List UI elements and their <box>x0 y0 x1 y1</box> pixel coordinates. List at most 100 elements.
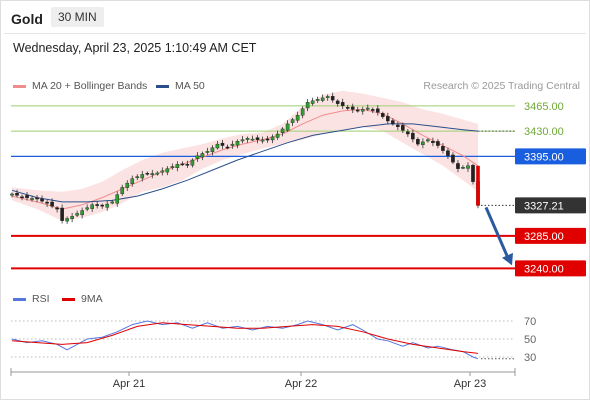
candle <box>426 138 430 143</box>
candle <box>10 192 14 198</box>
ma20-swatch <box>13 84 26 88</box>
candle <box>280 127 285 137</box>
candle-body <box>135 176 140 179</box>
candle-body <box>110 201 115 204</box>
level-label-1: 3430.00 <box>524 126 564 138</box>
candle <box>210 145 215 156</box>
candle <box>421 138 425 149</box>
candle <box>215 141 220 150</box>
legend-ma50: MA 50 <box>156 80 205 92</box>
candle <box>255 135 260 144</box>
candle-body <box>50 201 54 207</box>
candle-body <box>225 146 230 149</box>
candle-body <box>305 102 310 109</box>
candle-body <box>391 120 395 125</box>
candle <box>80 207 84 219</box>
candle <box>165 166 170 176</box>
candle-body <box>370 109 375 111</box>
candle <box>355 106 360 113</box>
candle-body <box>55 207 59 210</box>
candle <box>65 216 69 224</box>
candle-body <box>411 132 415 140</box>
candle <box>175 161 180 172</box>
candle <box>416 137 420 147</box>
candle <box>195 152 200 162</box>
timeframe-badge[interactable]: 30 MIN <box>51 7 104 27</box>
candle-body <box>380 113 385 117</box>
candle-body <box>255 137 260 140</box>
candle <box>320 94 325 103</box>
candle-body <box>205 151 210 153</box>
header-divider <box>4 33 586 34</box>
candle-body <box>275 133 280 138</box>
candle-body <box>210 147 215 152</box>
candle-body <box>365 107 370 110</box>
candle-body <box>396 124 400 127</box>
candle-body <box>165 168 170 173</box>
level-tag-4 <box>515 260 586 277</box>
candle <box>110 199 115 205</box>
candle-body <box>45 201 49 204</box>
level-label-4: 3240.00 <box>524 263 564 275</box>
candle <box>305 99 310 112</box>
candle-body <box>451 154 455 163</box>
candle <box>325 94 330 101</box>
candle <box>466 162 470 172</box>
candle <box>335 99 340 107</box>
candle-body <box>125 182 130 188</box>
candle-body <box>140 174 145 179</box>
candle <box>150 169 155 179</box>
candle-body <box>250 138 255 141</box>
candle <box>155 171 160 176</box>
level-tag-2 <box>515 148 586 165</box>
candle-body <box>270 136 275 141</box>
candle-body <box>115 194 120 204</box>
level-label-3: 3285.00 <box>524 231 564 243</box>
candle-body <box>100 204 104 207</box>
candle-body <box>195 155 200 159</box>
rsi-ma9-line <box>11 322 479 354</box>
candle-body <box>350 106 355 110</box>
candle <box>120 184 125 196</box>
candle-body <box>155 172 160 175</box>
candle-body <box>235 141 240 146</box>
candle-body <box>120 187 125 194</box>
forecast-arrow-shaft <box>484 206 511 261</box>
candle-body <box>375 108 380 113</box>
candle-body <box>426 139 430 142</box>
research-credit: Research © 2025 Trading Central <box>423 80 580 92</box>
candle <box>130 175 135 187</box>
candle <box>25 192 29 201</box>
candle <box>190 158 195 168</box>
candle <box>50 198 54 209</box>
candle-body <box>325 96 330 98</box>
candle-body <box>431 141 435 143</box>
rsi-swatch <box>13 297 26 301</box>
candle <box>55 206 59 213</box>
candle <box>285 120 290 132</box>
candle-body <box>320 97 325 101</box>
rsi-tick-0: 70 <box>524 316 536 328</box>
candle <box>471 163 475 185</box>
candle-body <box>75 213 79 216</box>
candle-body <box>40 198 44 202</box>
candle <box>20 194 24 201</box>
candle-body <box>335 100 340 104</box>
forecast-arrowhead <box>502 252 513 266</box>
candle-body <box>10 193 14 196</box>
candle-body <box>265 138 270 141</box>
candle-body <box>190 159 195 166</box>
candle-body <box>406 131 410 135</box>
candle <box>461 165 465 170</box>
ma9-swatch <box>62 297 75 301</box>
candle-body <box>280 128 285 134</box>
candle <box>230 140 235 149</box>
candle <box>396 121 400 131</box>
candle-body <box>175 164 180 168</box>
legend-ma20-label: MA 20 + Bollinger Bands <box>32 80 148 92</box>
candle-body <box>85 207 89 210</box>
candle-body <box>80 210 84 216</box>
candle <box>275 130 280 140</box>
candle-body <box>150 173 155 175</box>
candle <box>401 122 405 134</box>
